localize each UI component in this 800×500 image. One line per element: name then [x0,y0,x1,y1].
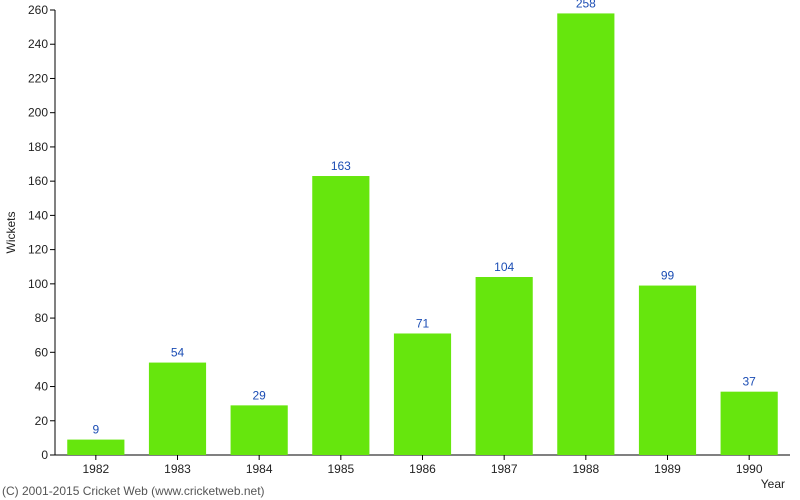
bar [721,392,778,455]
bar-value-label: 104 [494,260,514,274]
bar-value-label: 9 [92,423,99,437]
x-axis-label: Year [761,477,785,491]
y-tick-label: 160 [28,174,48,188]
x-tick-label: 1986 [409,462,436,476]
bar-value-label: 258 [576,0,596,10]
bar [476,277,533,455]
bar-chart: 0 20 40 60 80 100 120 140 160 180 200 220 240 260 1982… [0,0,800,500]
bar [394,333,451,455]
y-tick-label: 140 [28,208,48,222]
x-tick-label: 1983 [164,462,191,476]
x-tick-label: 1990 [736,462,763,476]
y-tick-label: 100 [28,277,48,291]
bar [67,440,124,455]
y-tick-label: 260 [28,3,48,17]
y-axis-label: Wickets [4,212,18,254]
x-tick-label: 1985 [327,462,354,476]
y-tick-label: 240 [28,37,48,51]
bar [639,286,696,455]
y-tick-label: 0 [41,448,48,462]
y-tick-label: 60 [35,345,49,359]
bar-value-label: 99 [661,269,675,283]
bar [149,363,206,455]
y-tick-label: 20 [35,414,49,428]
x-tick-label: 1984 [246,462,273,476]
bar-value-label: 71 [416,316,430,330]
y-tick-label: 220 [28,71,48,85]
bar-value-label: 54 [171,346,185,360]
x-tick-label: 1988 [572,462,599,476]
bar-value-label: 29 [252,388,266,402]
bar [231,405,288,455]
y-tick-label: 180 [28,140,48,154]
bar [312,176,369,455]
bar [557,13,614,455]
copyright-text: (C) 2001-2015 Cricket Web (www.cricketwe… [2,484,265,498]
bar-value-label: 163 [331,159,351,173]
y-tick-label: 40 [35,380,49,394]
y-tick-label: 80 [35,311,49,325]
chart-container: 0 20 40 60 80 100 120 140 160 180 200 220 240 260 1982… [0,0,800,500]
y-tick-label: 200 [28,106,48,120]
x-tick-label: 1982 [82,462,109,476]
x-tick-label: 1989 [654,462,681,476]
x-tick-label: 1987 [491,462,518,476]
y-tick-label: 120 [28,243,48,257]
bar-value-label: 37 [742,375,756,389]
